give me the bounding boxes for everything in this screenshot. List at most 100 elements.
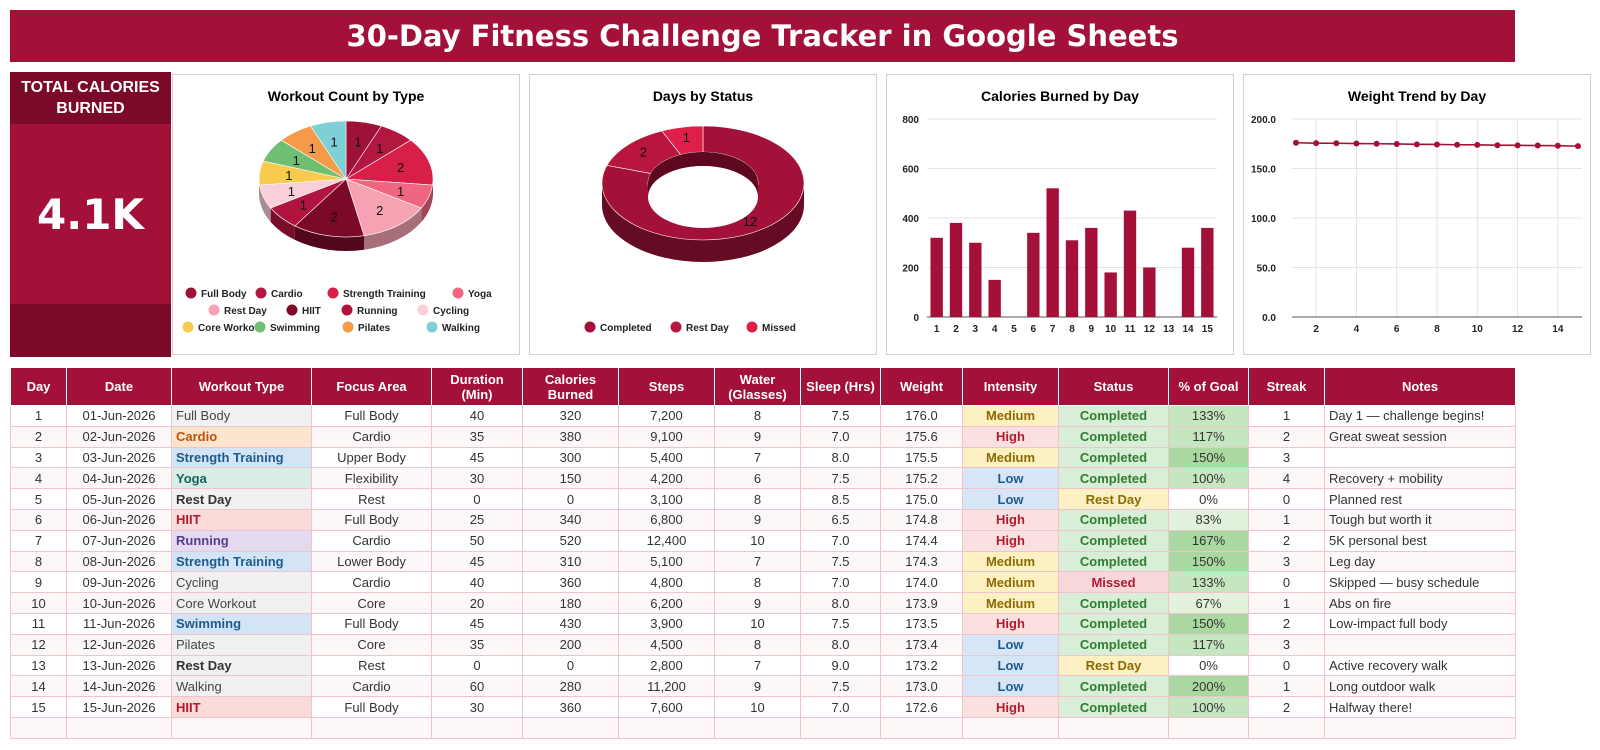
cell-focus-area[interactable]: Lower Body [311, 550, 432, 573]
cell-date[interactable]: 05-Jun-2026 [66, 488, 172, 510]
cell-day[interactable]: 1 [10, 405, 67, 427]
cell-notes[interactable]: Halfway there! [1324, 696, 1516, 718]
table-row[interactable]: 13 13-Jun-2026 Rest Day Rest 0 0 2,800 7 9.0 173.… [10, 654, 1516, 677]
cell-workout-type[interactable]: Cardio [171, 425, 312, 448]
cell-workout-type[interactable]: Rest Day [171, 654, 312, 677]
cell-workout-type[interactable]: Running [171, 529, 312, 552]
cell-steps[interactable]: 5,400 [618, 446, 715, 469]
cell-water[interactable]: 10 [714, 529, 801, 552]
cell-notes[interactable] [1324, 633, 1516, 656]
cell-steps[interactable]: 12,400 [618, 529, 715, 552]
cell-streak[interactable]: 0 [1248, 654, 1325, 677]
cell-focus-area[interactable]: Core [311, 592, 432, 614]
cell-weight[interactable]: 175.2 [880, 467, 963, 490]
cell-water[interactable]: 7 [714, 550, 801, 573]
cell-status[interactable]: Completed [1058, 592, 1169, 614]
cell-steps[interactable]: 7,200 [618, 405, 715, 427]
cell-water[interactable]: 9 [714, 508, 801, 531]
cell-status[interactable]: Completed [1058, 446, 1169, 469]
cell-workout-type[interactable]: Walking [171, 675, 312, 698]
empty-cell[interactable] [962, 716, 1059, 739]
cell-workout-type[interactable]: Yoga [171, 467, 312, 490]
cell-focus-area[interactable]: Cardio [311, 529, 432, 552]
cell-notes[interactable]: 5K personal best [1324, 529, 1516, 552]
cell-notes[interactable]: Abs on fire [1324, 592, 1516, 614]
cell-sleep[interactable]: 8.0 [800, 633, 881, 656]
cell-water[interactable]: 8 [714, 488, 801, 510]
cell-pct-goal[interactable]: 133% [1168, 405, 1249, 427]
cell-duration[interactable]: 50 [431, 529, 523, 552]
cell-sleep[interactable]: 7.0 [800, 529, 881, 552]
cell-workout-type[interactable]: HIIT [171, 508, 312, 531]
cell-weight[interactable]: 173.4 [880, 633, 963, 656]
cell-calories[interactable]: 340 [522, 508, 619, 531]
col-header-weight[interactable]: Weight [880, 367, 963, 406]
cell-workout-type[interactable]: Strength Training [171, 550, 312, 573]
cell-workout-type[interactable]: Rest Day [171, 488, 312, 510]
empty-cell[interactable] [800, 716, 881, 739]
cell-calories[interactable]: 360 [522, 696, 619, 718]
cell-focus-area[interactable]: Flexibility [311, 467, 432, 490]
cell-intensity[interactable]: High [962, 425, 1059, 448]
cell-calories[interactable]: 0 [522, 654, 619, 677]
empty-cell[interactable] [10, 716, 67, 739]
cell-notes[interactable]: Great sweat session [1324, 425, 1516, 448]
cell-intensity[interactable]: Low [962, 633, 1059, 656]
cell-notes[interactable]: Tough but worth it [1324, 508, 1516, 531]
cell-day[interactable]: 12 [10, 633, 67, 656]
cell-sleep[interactable]: 7.5 [800, 612, 881, 635]
cell-intensity[interactable]: High [962, 612, 1059, 635]
cell-status[interactable]: Completed [1058, 550, 1169, 573]
cell-weight[interactable]: 172.6 [880, 696, 963, 718]
cell-streak[interactable]: 2 [1248, 696, 1325, 718]
col-header-streak[interactable]: Streak [1248, 367, 1325, 406]
cell-duration[interactable]: 25 [431, 508, 523, 531]
cell-date[interactable]: 10-Jun-2026 [66, 592, 172, 614]
table-row[interactable]: 3 03-Jun-2026 Strength Training Upper Body 4… [10, 446, 1516, 469]
cell-day[interactable]: 11 [10, 612, 67, 635]
chart-calories-by-day[interactable]: Calories Burned by Day 0 200 400 600 800 1 2 3 4 5… [886, 74, 1234, 355]
cell-status[interactable]: Completed [1058, 612, 1169, 635]
cell-focus-area[interactable]: Rest [311, 654, 432, 677]
empty-cell[interactable] [1248, 716, 1325, 739]
cell-status[interactable]: Rest Day [1058, 488, 1169, 510]
cell-streak[interactable]: 4 [1248, 467, 1325, 490]
cell-weight[interactable]: 176.0 [880, 405, 963, 427]
cell-day[interactable]: 7 [10, 529, 67, 552]
cell-workout-type[interactable]: Core Workout [171, 592, 312, 614]
cell-water[interactable]: 7 [714, 654, 801, 677]
cell-water[interactable]: 6 [714, 467, 801, 490]
cell-duration[interactable]: 40 [431, 571, 523, 594]
cell-pct-goal[interactable]: 150% [1168, 550, 1249, 573]
cell-notes[interactable]: Low-impact full body [1324, 612, 1516, 635]
table-row[interactable]: 1 01-Jun-2026 Full Body Full Body 40 320 7,200… [10, 405, 1516, 427]
cell-duration[interactable]: 40 [431, 405, 523, 427]
cell-intensity[interactable]: Medium [962, 592, 1059, 614]
table-row[interactable]: 8 08-Jun-2026 Strength Training Lower Body 4… [10, 550, 1516, 573]
cell-notes[interactable]: Recovery + mobility [1324, 467, 1516, 490]
cell-steps[interactable]: 6,800 [618, 508, 715, 531]
cell-day[interactable]: 4 [10, 467, 67, 490]
cell-duration[interactable]: 45 [431, 446, 523, 469]
cell-intensity[interactable]: High [962, 696, 1059, 718]
cell-status[interactable]: Completed [1058, 529, 1169, 552]
cell-calories[interactable]: 0 [522, 488, 619, 510]
cell-water[interactable]: 9 [714, 675, 801, 698]
cell-streak[interactable]: 2 [1248, 529, 1325, 552]
cell-pct-goal[interactable]: 150% [1168, 612, 1249, 635]
empty-cell[interactable] [522, 716, 619, 739]
cell-streak[interactable]: 1 [1248, 405, 1325, 427]
cell-status[interactable]: Completed [1058, 508, 1169, 531]
cell-intensity[interactable]: Medium [962, 571, 1059, 594]
cell-date[interactable]: 14-Jun-2026 [66, 675, 172, 698]
cell-water[interactable]: 10 [714, 612, 801, 635]
cell-water[interactable]: 10 [714, 696, 801, 718]
empty-cell[interactable] [618, 716, 715, 739]
cell-date[interactable]: 13-Jun-2026 [66, 654, 172, 677]
cell-streak[interactable]: 3 [1248, 550, 1325, 573]
cell-water[interactable]: 8 [714, 571, 801, 594]
cell-duration[interactable]: 0 [431, 654, 523, 677]
cell-day[interactable]: 2 [10, 425, 67, 448]
cell-pct-goal[interactable]: 200% [1168, 675, 1249, 698]
table-row[interactable]: 4 04-Jun-2026 Yoga Flexibility 30 150 4,200 6 7.… [10, 467, 1516, 490]
